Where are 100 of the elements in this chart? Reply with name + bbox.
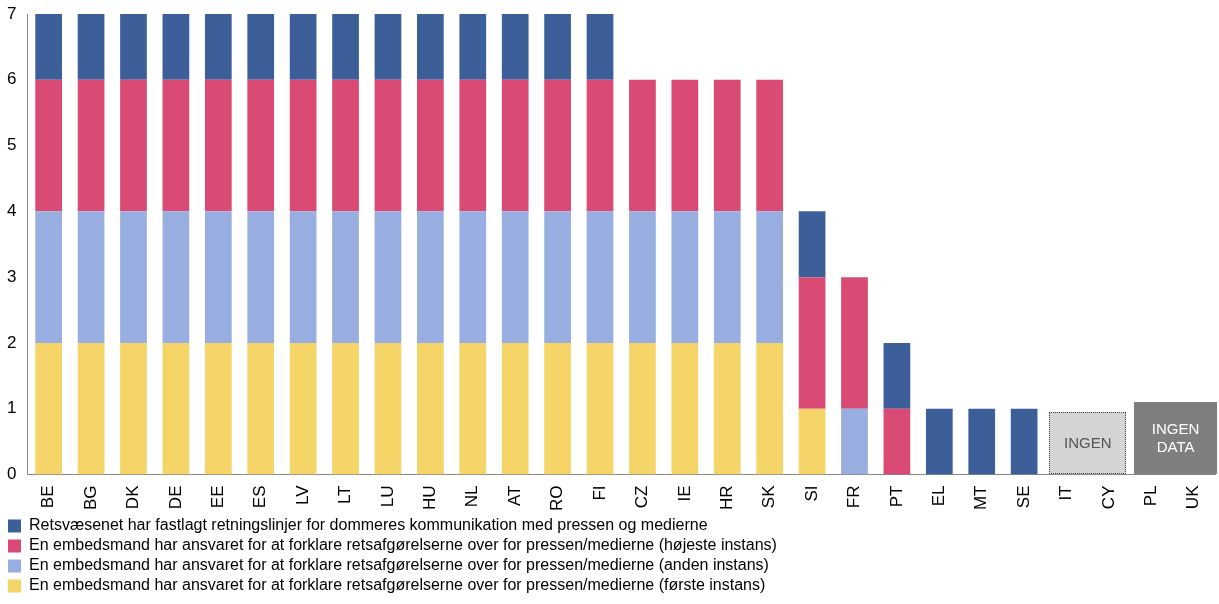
bar (1010, 408, 1038, 475)
bar (162, 211, 190, 343)
bar (501, 211, 529, 343)
x-tick-label: UK (1183, 484, 1203, 510)
bar (883, 408, 911, 475)
bar (841, 408, 868, 475)
bar (459, 79, 487, 212)
y-tick-label: 7 (6, 3, 17, 23)
bar (77, 14, 105, 80)
bar (247, 14, 275, 80)
x-tick-label: CZ (632, 485, 652, 509)
bar (756, 79, 784, 212)
x-tick-label: LU (377, 485, 397, 508)
y-tick-label: 0 (6, 464, 17, 484)
x-tick-label: AT (504, 485, 524, 506)
bar (332, 14, 359, 80)
bar (35, 342, 63, 475)
x-tick-label: EL (929, 485, 949, 507)
bar (204, 342, 232, 475)
x-tick-label: EE (208, 485, 227, 509)
bar (417, 211, 444, 343)
bar (798, 211, 826, 278)
bar (77, 79, 105, 212)
legend-label: En embedsmand har ansvaret for at forklare retsafgørelserne over for pressen/medierne (første instans) (29, 576, 766, 594)
bar (247, 79, 275, 212)
x-tick-label: PT (886, 485, 906, 508)
bar (289, 342, 317, 475)
x-tick-label: FI (589, 485, 609, 501)
y-tick-label: 4 (6, 201, 17, 221)
bar (586, 79, 614, 212)
bar (374, 14, 402, 80)
bar (544, 342, 571, 475)
bar (629, 342, 656, 475)
bar (501, 79, 529, 212)
bar (671, 79, 699, 212)
bar (162, 79, 190, 212)
bar (77, 342, 105, 475)
bar (204, 79, 232, 212)
bar (925, 408, 953, 475)
y-tick-label: 3 (6, 266, 17, 286)
legend-label: Retsvæsenet har fastlagt retningslinjer for dommeres kommunikation med pressen og medierne (29, 516, 708, 534)
x-tick-label: NL (462, 485, 482, 508)
bar (544, 79, 571, 212)
x-tick-label: MT (971, 485, 991, 511)
bar (332, 79, 359, 212)
legend-label: En embedsmand har ansvaret for at forklare retsafgørelserne over for pressen/medierne (højeste instans) (29, 536, 777, 554)
x-tick-label: IT (1056, 485, 1076, 501)
x-tick-label: RO (547, 485, 567, 511)
bar (204, 211, 232, 343)
bar (544, 14, 571, 80)
x-tick-label: SE (1013, 485, 1033, 509)
bar (713, 211, 741, 343)
y-tick-label: 6 (6, 69, 17, 89)
bar (374, 342, 402, 475)
bar (586, 211, 614, 343)
bar (289, 211, 317, 343)
bar (459, 211, 487, 343)
annotation: INGEN (1063, 434, 1112, 453)
bar (883, 342, 911, 409)
bar (501, 14, 529, 80)
bar (417, 79, 444, 212)
bar (162, 342, 190, 475)
bar (841, 277, 868, 409)
bar (968, 408, 996, 475)
x-tick-label: SK (759, 484, 779, 509)
x-tick-label: ES (250, 485, 270, 509)
bar (501, 342, 529, 475)
bar (756, 211, 784, 343)
bar (332, 342, 359, 475)
bar (374, 211, 402, 343)
bar (120, 14, 147, 80)
bar (459, 342, 487, 475)
legend-label: En embedsmand har ansvaret for at forklare retsafgørelserne over for pressen/medierne (anden instans) (29, 556, 769, 574)
bar (713, 79, 741, 212)
bar (374, 79, 402, 212)
x-tick-label: LV (292, 484, 312, 506)
y-tick-label: 1 (6, 398, 17, 418)
bar (756, 342, 784, 475)
x-tick-label: PL (1141, 485, 1161, 507)
bar (586, 342, 614, 475)
x-tick-label: DE (165, 485, 185, 510)
bar (544, 211, 571, 343)
y-tick-label: 2 (6, 332, 17, 352)
bar (35, 14, 63, 80)
y-tick-label: 5 (6, 135, 17, 155)
bar (120, 342, 147, 475)
bar (35, 79, 63, 212)
bar (35, 211, 63, 343)
x-tick-label: CY (1098, 485, 1118, 510)
bar (798, 277, 826, 409)
x-tick-label: IE (674, 485, 694, 502)
bar (629, 211, 656, 343)
bar (798, 408, 826, 475)
bar (77, 211, 105, 343)
bar (629, 79, 656, 212)
bar (247, 342, 275, 475)
bar (671, 211, 699, 343)
bar (332, 211, 359, 343)
x-tick-label: LT (335, 485, 355, 505)
bar (671, 342, 699, 475)
